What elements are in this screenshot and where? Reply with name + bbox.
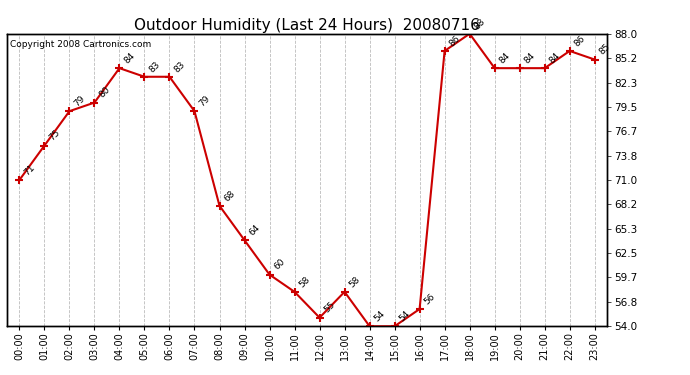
Text: 64: 64 — [247, 223, 262, 237]
Text: 68: 68 — [222, 189, 237, 203]
Text: 58: 58 — [297, 274, 312, 289]
Text: 84: 84 — [547, 51, 562, 65]
Text: 58: 58 — [347, 274, 362, 289]
Text: 79: 79 — [197, 94, 212, 108]
Title: Outdoor Humidity (Last 24 Hours)  20080716: Outdoor Humidity (Last 24 Hours) 2008071… — [134, 18, 480, 33]
Text: 56: 56 — [422, 292, 437, 306]
Text: 85: 85 — [598, 42, 612, 57]
Text: 86: 86 — [573, 34, 587, 48]
Text: 84: 84 — [122, 51, 137, 65]
Text: 80: 80 — [97, 85, 112, 100]
Text: 55: 55 — [322, 300, 337, 315]
Text: 88: 88 — [473, 16, 487, 31]
Text: 54: 54 — [397, 309, 412, 324]
Text: 79: 79 — [72, 94, 87, 108]
Text: 83: 83 — [172, 60, 187, 74]
Text: 84: 84 — [497, 51, 512, 65]
Text: 86: 86 — [447, 34, 462, 48]
Text: 60: 60 — [273, 257, 287, 272]
Text: 83: 83 — [147, 60, 161, 74]
Text: 71: 71 — [22, 163, 37, 177]
Text: 54: 54 — [373, 309, 387, 324]
Text: 75: 75 — [47, 128, 61, 143]
Text: Copyright 2008 Cartronics.com: Copyright 2008 Cartronics.com — [10, 40, 151, 49]
Text: 84: 84 — [522, 51, 537, 65]
